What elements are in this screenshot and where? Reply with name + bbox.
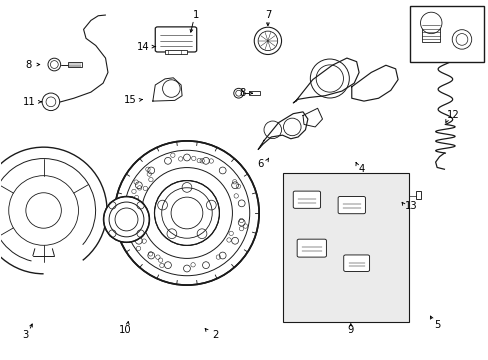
Text: 1: 1 [192,10,199,20]
Ellipse shape [254,27,281,54]
Text: 13: 13 [404,201,417,211]
Text: 3: 3 [22,330,28,340]
FancyBboxPatch shape [293,191,320,208]
Ellipse shape [103,197,149,242]
FancyBboxPatch shape [337,197,365,214]
Bar [439,12,450,23]
FancyBboxPatch shape [343,255,369,271]
Bar [68,62,81,67]
Text: 8: 8 [26,59,32,69]
Polygon shape [153,78,182,101]
Ellipse shape [115,141,259,285]
Bar [249,91,260,95]
Bar [422,24,439,42]
Ellipse shape [439,18,450,30]
FancyBboxPatch shape [297,239,326,257]
Text: 15: 15 [123,95,136,105]
Ellipse shape [420,12,441,33]
Text: 5: 5 [433,320,439,330]
Text: 4: 4 [358,164,364,174]
Polygon shape [258,112,307,149]
Text: 8: 8 [239,88,244,98]
Polygon shape [303,108,322,127]
Text: 14: 14 [137,42,149,51]
Text: 12: 12 [446,111,459,121]
Ellipse shape [48,58,61,71]
Text: 7: 7 [264,10,270,20]
Text: 11: 11 [22,97,35,107]
Ellipse shape [233,88,243,98]
Text: 2: 2 [212,330,218,340]
Bar [164,50,186,54]
Bar [409,6,484,62]
FancyBboxPatch shape [155,27,196,52]
Bar [415,191,420,199]
Ellipse shape [154,181,219,246]
Polygon shape [293,58,358,103]
Text: 9: 9 [347,325,353,335]
Text: 10: 10 [119,325,131,335]
Polygon shape [351,65,397,101]
Bar [282,173,408,321]
Text: 6: 6 [256,159,263,169]
Ellipse shape [42,93,60,111]
